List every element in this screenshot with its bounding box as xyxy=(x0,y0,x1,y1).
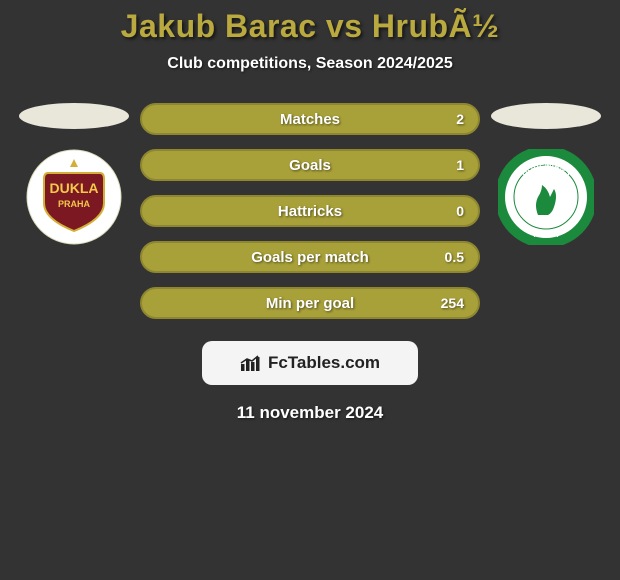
card: Jakub Barac vs HrubÃ½ Club competitions,… xyxy=(0,0,620,423)
stat-bar: Goals per match 0.5 xyxy=(140,241,480,273)
stat-bar: Goals 1 xyxy=(140,149,480,181)
stat-value-right: 1 xyxy=(456,157,464,173)
stat-label: Hattricks xyxy=(278,203,342,220)
bohemians-crest-icon: BOHEMIANS PRAHA xyxy=(498,149,594,245)
stat-label: Min per goal xyxy=(266,295,354,312)
stat-label: Matches xyxy=(280,111,340,128)
right-ellipse xyxy=(491,103,601,129)
svg-text:PRAHA: PRAHA xyxy=(58,199,91,209)
stat-bar: Matches 2 xyxy=(140,103,480,135)
left-crest: DUKLA PRAHA xyxy=(26,149,122,245)
stat-value-right: 2 xyxy=(456,111,464,127)
left-side: DUKLA PRAHA xyxy=(14,103,134,245)
chart-icon xyxy=(240,354,262,372)
right-crest: BOHEMIANS PRAHA xyxy=(498,149,594,245)
left-ellipse xyxy=(19,103,129,129)
stat-bar: Min per goal 254 xyxy=(140,287,480,319)
stat-bar: Hattricks 0 xyxy=(140,195,480,227)
stat-label: Goals per match xyxy=(251,249,369,266)
subtitle: Club competitions, Season 2024/2025 xyxy=(0,55,620,73)
svg-text:DUKLA: DUKLA xyxy=(50,180,99,196)
page-title: Jakub Barac vs HrubÃ½ xyxy=(0,8,620,45)
right-side: BOHEMIANS PRAHA xyxy=(486,103,606,245)
dukla-crest-icon: DUKLA PRAHA xyxy=(26,149,122,245)
stat-value-right: 254 xyxy=(441,295,464,311)
date-text: 11 november 2024 xyxy=(0,403,620,423)
brand-badge[interactable]: FcTables.com xyxy=(202,341,418,385)
svg-text:PRAHA: PRAHA xyxy=(534,232,559,239)
main-layout: DUKLA PRAHA Matches 2 Goals 1 Hattricks … xyxy=(0,103,620,319)
stats-bars: Matches 2 Goals 1 Hattricks 0 Goals per … xyxy=(134,103,486,319)
stat-label: Goals xyxy=(289,157,331,174)
stat-value-right: 0.5 xyxy=(445,249,464,265)
stat-value-right: 0 xyxy=(456,203,464,219)
brand-text: FcTables.com xyxy=(268,353,380,373)
